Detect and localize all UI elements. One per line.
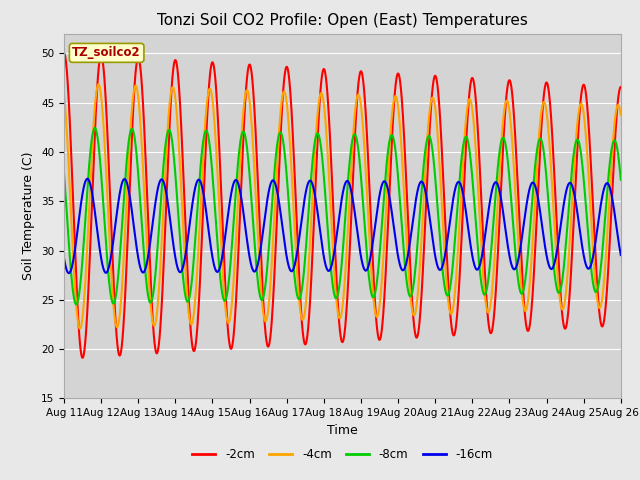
-8cm <box>552 278 559 284</box>
-8cm <box>185 298 193 303</box>
Title: Tonzi Soil CO2 Profile: Open (East) Temperatures: Tonzi Soil CO2 Profile: Open (East) Temp… <box>157 13 528 28</box>
-4cm <box>76 326 84 332</box>
-4cm <box>172 93 179 99</box>
-2cm <box>60 50 68 56</box>
-2cm <box>246 63 254 69</box>
-4cm <box>185 309 193 315</box>
-8cm <box>429 156 437 162</box>
-2cm <box>171 58 179 64</box>
-16cm <box>552 256 559 262</box>
Legend: -2cm, -4cm, -8cm, -16cm: -2cm, -4cm, -8cm, -16cm <box>187 443 498 466</box>
-4cm <box>502 98 510 104</box>
X-axis label: Time: Time <box>327 424 358 437</box>
-4cm <box>247 112 255 118</box>
-4cm <box>95 82 102 87</box>
-16cm <box>83 176 91 181</box>
Y-axis label: Soil Temperature (C): Soil Temperature (C) <box>22 152 35 280</box>
-8cm <box>247 190 255 195</box>
Line: -16cm: -16cm <box>64 179 621 273</box>
-16cm <box>247 261 255 266</box>
-16cm <box>172 253 179 259</box>
Text: TZ_soilco2: TZ_soilco2 <box>72 47 141 60</box>
-4cm <box>617 112 625 118</box>
-8cm <box>502 146 510 152</box>
-8cm <box>91 125 99 131</box>
-16cm <box>502 232 510 238</box>
-8cm <box>72 301 80 307</box>
Line: -8cm: -8cm <box>64 128 621 304</box>
-4cm <box>60 92 68 97</box>
-8cm <box>172 168 179 173</box>
-4cm <box>429 96 437 102</box>
-2cm <box>429 81 437 86</box>
-16cm <box>429 243 437 249</box>
-2cm <box>79 355 86 361</box>
-16cm <box>185 230 193 236</box>
Line: -2cm: -2cm <box>64 53 621 358</box>
-16cm <box>65 270 72 276</box>
-16cm <box>617 252 625 258</box>
-2cm <box>502 99 509 105</box>
-16cm <box>60 255 68 261</box>
-2cm <box>551 186 559 192</box>
-8cm <box>617 177 625 182</box>
-2cm <box>617 84 625 90</box>
-4cm <box>552 240 559 246</box>
-8cm <box>60 170 68 176</box>
Line: -4cm: -4cm <box>64 84 621 329</box>
-2cm <box>184 286 192 291</box>
